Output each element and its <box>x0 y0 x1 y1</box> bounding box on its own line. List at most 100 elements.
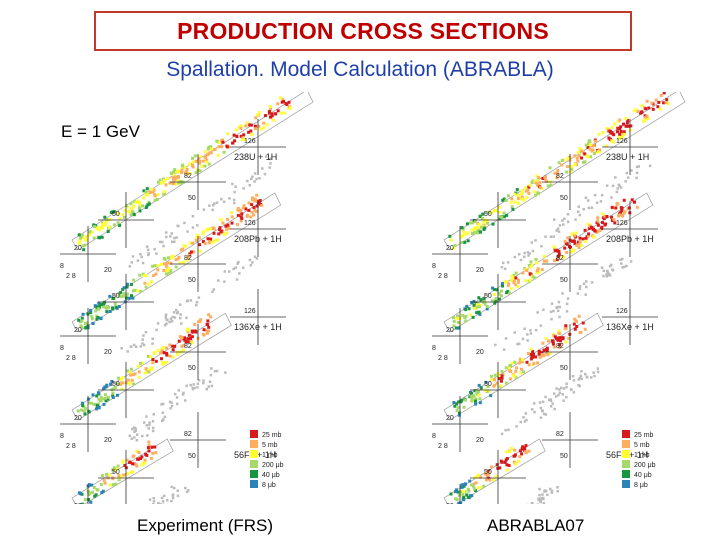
magic-number-label: 126 <box>244 308 256 315</box>
cross-section-cell <box>184 340 188 344</box>
cross-section-cell <box>186 255 190 259</box>
cross-section-cell <box>239 126 243 130</box>
cross-section-cell <box>485 307 489 311</box>
cross-section-cell <box>207 329 211 333</box>
cross-section-cell <box>516 193 520 197</box>
cross-section-cell <box>465 493 469 497</box>
cross-section-cell <box>136 289 140 293</box>
cross-section-cell <box>516 280 520 284</box>
low-yield-cell <box>606 271 610 274</box>
cross-section-cell <box>532 362 536 366</box>
cross-section-cell <box>500 294 503 298</box>
cross-section-cell <box>167 267 171 271</box>
cross-section-cell <box>144 452 148 456</box>
magic-number-label: 82 <box>556 255 564 262</box>
cross-section-cell <box>77 241 81 245</box>
cross-section-cell <box>270 114 274 118</box>
low-yield-cell <box>130 261 133 264</box>
cross-section-cell <box>514 369 518 373</box>
cross-section-cell <box>221 231 225 235</box>
cross-section-cell <box>241 206 245 210</box>
legend-swatch <box>250 440 258 448</box>
low-yield-cell <box>172 311 176 314</box>
low-yield-cell <box>164 315 168 319</box>
cross-section-cell <box>470 494 474 498</box>
cross-section-cell <box>88 483 91 487</box>
cross-section-cell <box>588 147 592 151</box>
low-yield-cell <box>621 266 624 269</box>
low-yield-cell <box>215 201 219 204</box>
cross-section-cell <box>477 486 481 490</box>
cross-section-cell <box>171 348 175 352</box>
cross-section-cell <box>269 107 272 111</box>
cross-section-cell <box>454 326 458 330</box>
cross-section-cell <box>562 255 566 259</box>
cross-section-cell <box>505 468 509 472</box>
cross-section-cell <box>165 269 169 273</box>
cross-section-cell <box>82 248 86 252</box>
cross-section-cell <box>99 303 103 306</box>
cross-section-cell <box>622 122 625 126</box>
cross-section-cell <box>177 255 181 259</box>
cross-section-cell <box>212 231 216 235</box>
cross-section-cell <box>538 350 542 354</box>
cross-section-cell <box>596 223 600 227</box>
cross-section-cell <box>465 222 469 226</box>
low-yield-cell <box>580 377 584 381</box>
low-yield-cell <box>211 204 215 207</box>
magic-number-label: 2 8 <box>66 273 76 280</box>
cross-section-cell <box>497 377 501 381</box>
low-yield-cell <box>126 350 129 353</box>
cross-section-cell <box>111 307 115 311</box>
cross-section-cell <box>527 280 531 284</box>
cross-section-cell <box>548 352 552 355</box>
low-yield-cell <box>592 371 595 374</box>
cross-section-cell <box>112 466 116 470</box>
cross-section-cell <box>89 311 93 315</box>
low-yield-cell <box>148 423 151 427</box>
reaction-label: 136Xe + 1H <box>234 322 282 332</box>
low-yield-cell <box>253 180 256 183</box>
low-yield-cell <box>542 412 546 416</box>
low-yield-cell <box>546 493 549 497</box>
cross-section-cell <box>633 200 636 204</box>
cross-section-cell <box>169 256 173 260</box>
low-yield-cell <box>542 502 546 505</box>
legend-swatch <box>250 430 258 438</box>
cross-section-cell <box>257 124 261 128</box>
low-yield-cell <box>141 434 144 438</box>
low-yield-cell <box>185 384 188 388</box>
cross-section-cell <box>104 306 108 310</box>
cross-section-cell <box>92 236 96 240</box>
cross-section-cell <box>120 387 124 391</box>
cross-section-cell <box>213 148 217 151</box>
low-yield-cell <box>228 197 231 200</box>
cross-section-cell <box>472 399 476 403</box>
low-yield-cell <box>215 369 219 373</box>
low-yield-cell <box>250 177 253 181</box>
cross-section-cell <box>473 306 477 310</box>
low-yield-cell <box>139 345 143 348</box>
cross-section-cell <box>230 211 233 215</box>
cross-section-cell <box>131 470 134 474</box>
cross-section-cell <box>587 142 591 145</box>
magic-number-label: 8 <box>60 433 64 440</box>
band-outline <box>443 192 654 333</box>
cross-section-cell <box>165 353 169 357</box>
cross-section-cell <box>255 210 258 213</box>
page-subtitle: Spallation. Model Calculation (ABRABLA) <box>166 58 554 81</box>
low-yield-cell <box>544 413 548 416</box>
cross-section-cell <box>205 158 209 162</box>
cross-section-cell <box>259 127 263 131</box>
low-yield-cell <box>228 270 231 273</box>
reaction-label: 238U + 1H <box>234 152 277 162</box>
cross-section-cell <box>171 355 175 359</box>
cross-section-cell <box>262 126 266 130</box>
title-box: PRODUCTION CROSS SECTIONS <box>94 11 632 51</box>
low-yield-cell <box>147 253 150 257</box>
low-yield-cell <box>608 274 612 277</box>
cross-section-cell <box>102 478 106 482</box>
low-yield-cell <box>191 215 195 218</box>
low-yield-cell <box>185 299 189 303</box>
